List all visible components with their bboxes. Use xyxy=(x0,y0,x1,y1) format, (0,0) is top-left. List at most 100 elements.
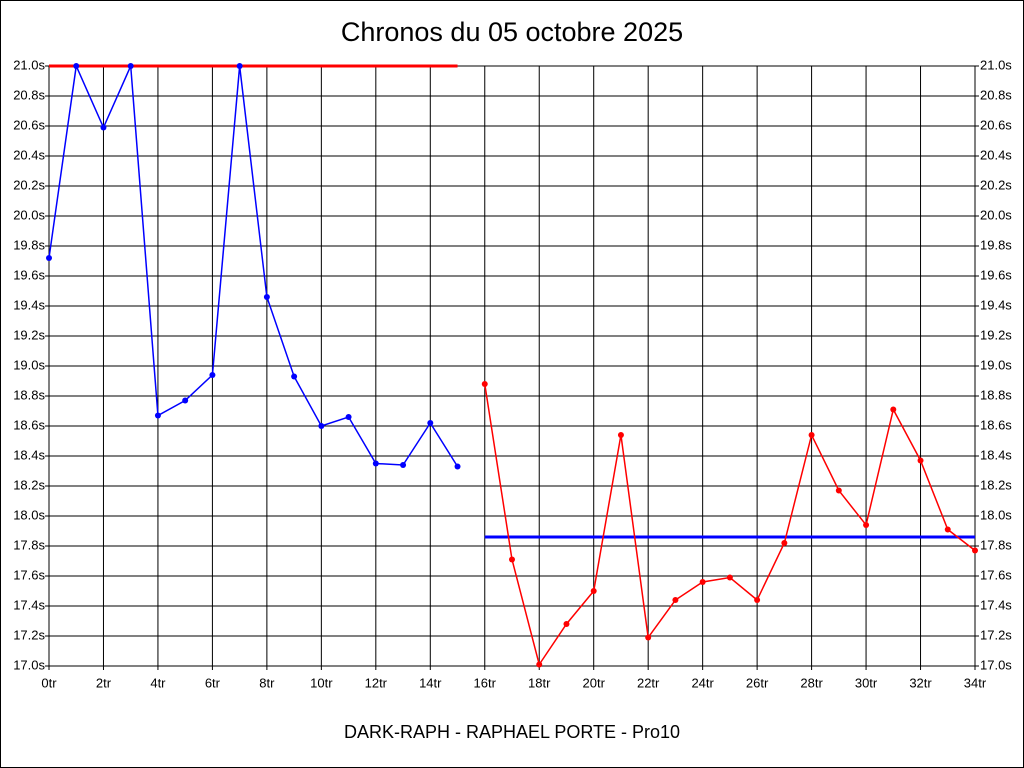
x-tick-label: 26tr xyxy=(746,675,769,690)
data-point xyxy=(863,522,870,528)
data-point xyxy=(509,556,515,563)
x-tick-label: 34tr xyxy=(964,675,987,690)
data-point xyxy=(672,597,679,603)
x-axis-label: DARK-RAPH - RAPHAEL PORTE - Pro10 xyxy=(344,722,680,742)
data-point xyxy=(481,381,488,387)
x-tick-label: 18tr xyxy=(528,675,551,690)
y-tick-label: 20.6s xyxy=(13,117,45,132)
y-tick-label: 18.6s xyxy=(13,417,45,432)
y2-tick-label: 19.8s xyxy=(980,237,1012,252)
y2-tick-label: 19.4s xyxy=(980,297,1012,312)
y-tick-label: 17.4s xyxy=(13,597,45,612)
x-tick-label: 30tr xyxy=(855,675,878,690)
x-tick-label: 32tr xyxy=(909,675,932,690)
data-point xyxy=(345,414,352,420)
series-line xyxy=(48,63,459,467)
y2-tick-label: 18.8s xyxy=(980,387,1012,402)
data-point xyxy=(100,124,107,131)
y-tick-label: 19.0s xyxy=(13,357,45,372)
y-tick-label: 18.0s xyxy=(13,507,45,522)
x-tick-label: 14tr xyxy=(419,675,442,690)
y2-tick-label: 18.2s xyxy=(980,477,1012,492)
data-point xyxy=(536,661,543,668)
y2-tick-label: 19.2s xyxy=(980,327,1012,342)
y2-tick-label: 20.8s xyxy=(980,87,1012,102)
y2-tick-label: 20.6s xyxy=(980,117,1012,132)
y2-tick-label: 18.6s xyxy=(980,417,1012,432)
x-tick-label: 8tr xyxy=(259,675,275,690)
x-tick-label: 4tr xyxy=(150,675,166,690)
y2-tick-label: 17.0s xyxy=(980,657,1012,672)
y-tick-label: 17.6s xyxy=(13,567,45,582)
x-tick-label: 20tr xyxy=(583,675,606,690)
x-tick-label: 24tr xyxy=(691,675,714,690)
y2-tick-label: 18.4s xyxy=(980,447,1012,462)
y-tick-label: 18.4s xyxy=(13,447,45,462)
y-tick-label: 17.8s xyxy=(13,537,45,552)
data-point xyxy=(699,579,706,585)
y2-tick-label: 20.2s xyxy=(980,177,1012,192)
data-point xyxy=(154,412,161,419)
x-tick-label: 0tr xyxy=(41,675,57,690)
y2-tick-label: 19.0s xyxy=(980,357,1012,372)
data-point xyxy=(590,588,597,594)
data-point xyxy=(754,597,761,603)
data-point xyxy=(454,463,461,470)
y2-tick-label: 19.6s xyxy=(980,267,1012,282)
y2-tick-label: 20.4s xyxy=(980,147,1012,162)
x-tick-label: 10tr xyxy=(310,675,333,690)
y2-tick-label: 17.2s xyxy=(980,627,1012,642)
data-point xyxy=(291,373,298,380)
x-tick-label: 16tr xyxy=(474,675,497,690)
data-point xyxy=(563,621,570,627)
data-point xyxy=(808,432,815,438)
data-point xyxy=(400,462,407,468)
plot-border xyxy=(48,65,976,667)
y-tick-label: 20.0s xyxy=(13,207,45,222)
chart-title: Chronos du 05 octobre 2025 xyxy=(341,17,683,47)
data-point xyxy=(944,526,951,533)
y2-tick-label: 17.4s xyxy=(980,597,1012,612)
y-tick-label: 17.0s xyxy=(13,657,45,672)
x-tick-label: 12tr xyxy=(365,675,388,690)
y-tick-label: 19.8s xyxy=(13,237,45,252)
data-point xyxy=(46,255,52,261)
data-point xyxy=(209,372,216,378)
y-tick-label: 20.2s xyxy=(13,177,45,192)
y-tick-label: 17.2s xyxy=(13,627,45,642)
y2-tick-label: 17.8s xyxy=(980,537,1012,552)
x-tick-label: 22tr xyxy=(637,675,660,690)
x-tick-label: 2tr xyxy=(96,675,112,690)
data-point xyxy=(645,634,652,641)
data-point xyxy=(182,397,189,404)
data-point xyxy=(917,457,924,464)
y-tick-label: 20.4s xyxy=(13,147,45,162)
data-point xyxy=(781,540,788,546)
y2-tick-label: 17.6s xyxy=(980,567,1012,582)
x-tick-label: 28tr xyxy=(800,675,823,690)
y2-tick-label: 18.0s xyxy=(980,507,1012,522)
data-point xyxy=(372,460,379,467)
data-point xyxy=(835,487,842,494)
data-point xyxy=(617,432,624,438)
data-point xyxy=(263,294,270,300)
data-point xyxy=(318,423,325,429)
y-tick-label: 18.8s xyxy=(13,387,45,402)
y-tick-label: 19.6s xyxy=(13,267,45,282)
data-point xyxy=(127,63,134,69)
y-tick-label: 21.0s xyxy=(13,57,45,72)
data-point xyxy=(972,547,978,554)
data-point xyxy=(73,63,80,69)
y-tick-label: 20.8s xyxy=(13,87,45,102)
y-tick-label: 19.4s xyxy=(13,297,45,312)
y2-tick-label: 21.0s xyxy=(980,57,1012,72)
y2-tick-label: 20.0s xyxy=(980,207,1012,222)
data-point xyxy=(726,574,733,581)
data-point xyxy=(427,420,434,426)
y-tick-label: 18.2s xyxy=(13,477,45,492)
y-tick-label: 19.2s xyxy=(13,327,45,342)
x-tick-label: 6tr xyxy=(205,675,221,690)
data-point xyxy=(890,406,897,413)
